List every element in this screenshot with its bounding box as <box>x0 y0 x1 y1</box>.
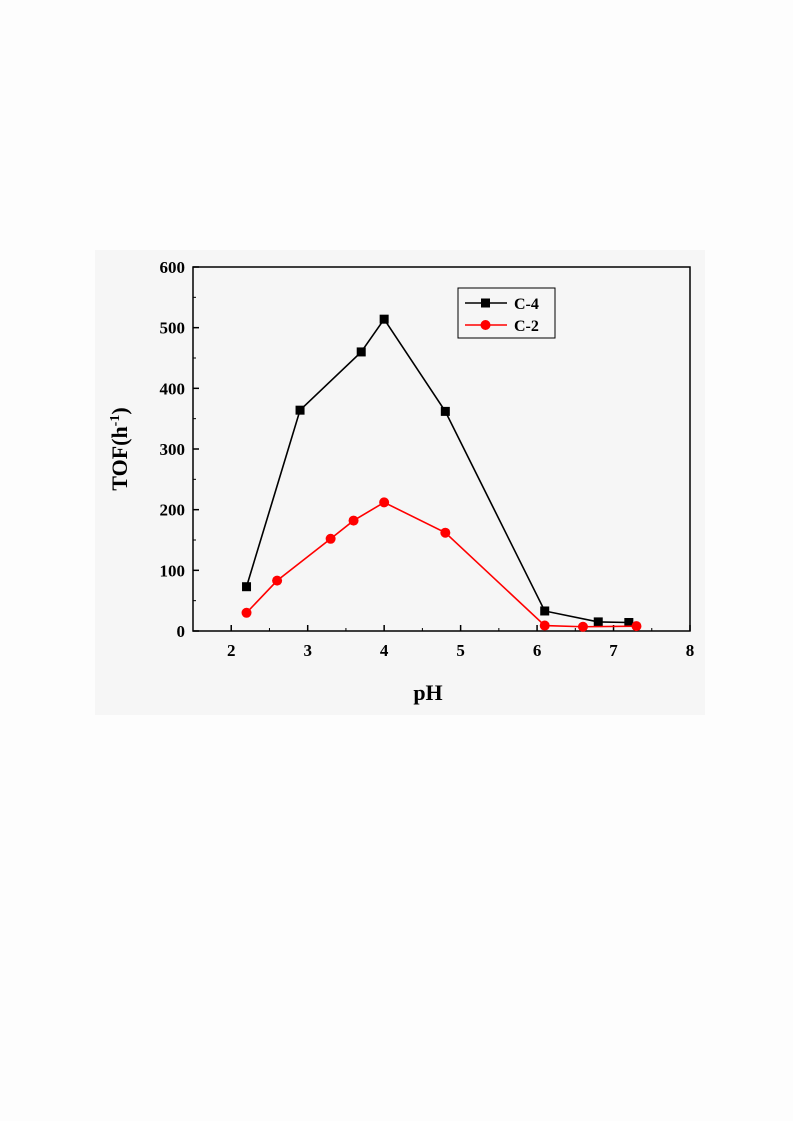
series-c-4 <box>242 314 634 628</box>
x-tick-label: 5 <box>456 641 465 660</box>
data-point <box>241 607 252 618</box>
legend-item-c2: C-2 <box>465 318 539 335</box>
series-c-2 <box>241 497 642 632</box>
data-point <box>440 406 450 416</box>
data-point <box>295 405 305 415</box>
x-axis: 2 3 4 5 6 7 8 <box>192 625 695 660</box>
y-tick-label: 600 <box>160 258 186 277</box>
y-axis-title-superscript: -1 <box>108 415 123 427</box>
y-axis-title: TOF(h-1) <box>107 407 132 490</box>
y-tick-label: 500 <box>160 319 186 338</box>
data-point <box>577 621 588 632</box>
data-point <box>540 606 550 616</box>
data-point <box>379 497 390 508</box>
y-axis-title-main: TOF(h <box>107 426 132 490</box>
series-line <box>245 317 629 624</box>
x-tick-label: 7 <box>609 641 618 660</box>
x-tick-label: 4 <box>380 641 389 660</box>
legend-item-c4: C-4 <box>465 296 539 313</box>
series-line <box>245 501 637 628</box>
legend-box <box>457 287 556 339</box>
plot-border <box>192 266 691 632</box>
data-point <box>325 533 336 544</box>
legend-marker-c2 <box>480 320 491 330</box>
plot-area <box>192 266 691 632</box>
x-tick-label: 6 <box>533 641 542 660</box>
y-tick-label: 300 <box>160 440 186 459</box>
data-point <box>356 347 366 357</box>
y-tick-label: 0 <box>177 622 186 641</box>
data-point <box>242 582 252 592</box>
data-point <box>631 621 642 632</box>
data-point <box>272 575 283 586</box>
data-point <box>440 527 451 538</box>
data-point <box>348 515 359 526</box>
y-axis: 0 100 200 300 400 500 600 <box>160 258 199 641</box>
x-tick-label: 2 <box>227 641 236 660</box>
y-tick-label: 400 <box>160 379 186 398</box>
data-point <box>539 620 550 631</box>
y-tick-label: 100 <box>160 561 186 580</box>
x-axis-title: pH <box>413 680 442 705</box>
legend-marker-c4 <box>481 298 490 308</box>
data-point <box>379 314 389 324</box>
legend: C-4 C-2 <box>457 287 556 339</box>
legend-label-c2: C-2 <box>514 318 539 335</box>
y-tick-label: 200 <box>160 501 186 520</box>
y-axis-title-close: ) <box>107 407 132 414</box>
x-tick-label: 8 <box>686 641 695 660</box>
x-tick-label: 3 <box>303 641 312 660</box>
data-point <box>624 618 634 628</box>
series-layer <box>241 314 642 632</box>
data-point <box>593 617 603 627</box>
legend-label-c4: C-4 <box>514 296 539 313</box>
